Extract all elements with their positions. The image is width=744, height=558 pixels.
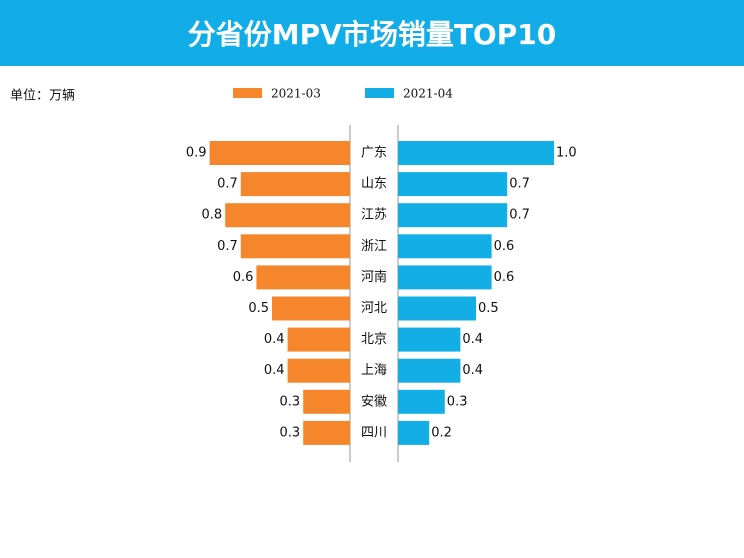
bar	[256, 265, 350, 290]
category-label: 北京	[361, 332, 387, 347]
bar	[398, 389, 445, 414]
bar	[398, 358, 461, 383]
category-label: 山东	[361, 177, 387, 192]
bar	[303, 389, 350, 414]
value-label: 0.4	[462, 332, 483, 347]
bar	[272, 296, 350, 321]
value-label: 0.7	[217, 239, 238, 254]
category-label: 广东	[361, 146, 387, 161]
value-label: 0.6	[494, 239, 515, 254]
category-label: 安徽	[361, 394, 387, 409]
category-label: 江苏	[361, 207, 387, 223]
chart-title: 分省份MPV市场销量TOP10	[188, 18, 556, 51]
bar	[287, 327, 350, 352]
bar	[398, 420, 430, 445]
value-label: 0.7	[509, 177, 530, 192]
title-banner	[0, 0, 744, 66]
category-label: 浙江	[361, 239, 387, 254]
value-label: 0.4	[264, 363, 285, 378]
value-label: 0.6	[233, 270, 254, 285]
value-label: 0.7	[509, 208, 530, 223]
bar	[398, 141, 554, 165]
value-label: 0.3	[447, 394, 468, 409]
bar	[398, 296, 476, 321]
bar	[398, 234, 492, 259]
value-label: 0.7	[217, 177, 238, 192]
bar	[240, 234, 350, 259]
value-label: 0.8	[202, 208, 223, 223]
legend-label: 2021-03	[271, 87, 321, 101]
legend-label: 2021-04	[403, 87, 453, 101]
value-label: 0.6	[494, 270, 515, 285]
bar	[287, 358, 350, 383]
bar	[398, 327, 461, 352]
legend-swatch	[365, 88, 394, 98]
bar	[398, 172, 508, 197]
category-label: 上海	[361, 363, 387, 378]
category-label: 四川	[361, 425, 387, 440]
value-label: 0.3	[280, 394, 301, 409]
value-label: 1.0	[556, 146, 577, 161]
category-label: 河北	[361, 301, 387, 316]
category-label: 河南	[361, 269, 387, 285]
value-label: 0.2	[431, 425, 452, 440]
value-label: 0.4	[264, 332, 285, 347]
value-label: 0.3	[280, 425, 301, 440]
value-label: 0.4	[462, 363, 483, 378]
bar	[240, 172, 350, 197]
value-label: 0.9	[186, 146, 207, 161]
value-label: 0.5	[248, 301, 269, 316]
bar	[398, 265, 492, 290]
unit-label: 单位：万辆	[10, 89, 75, 104]
bar	[398, 203, 508, 228]
legend-swatch	[233, 88, 262, 98]
value-label: 0.5	[478, 301, 499, 316]
bar	[209, 141, 350, 165]
bar	[303, 420, 350, 445]
bar	[225, 203, 350, 228]
